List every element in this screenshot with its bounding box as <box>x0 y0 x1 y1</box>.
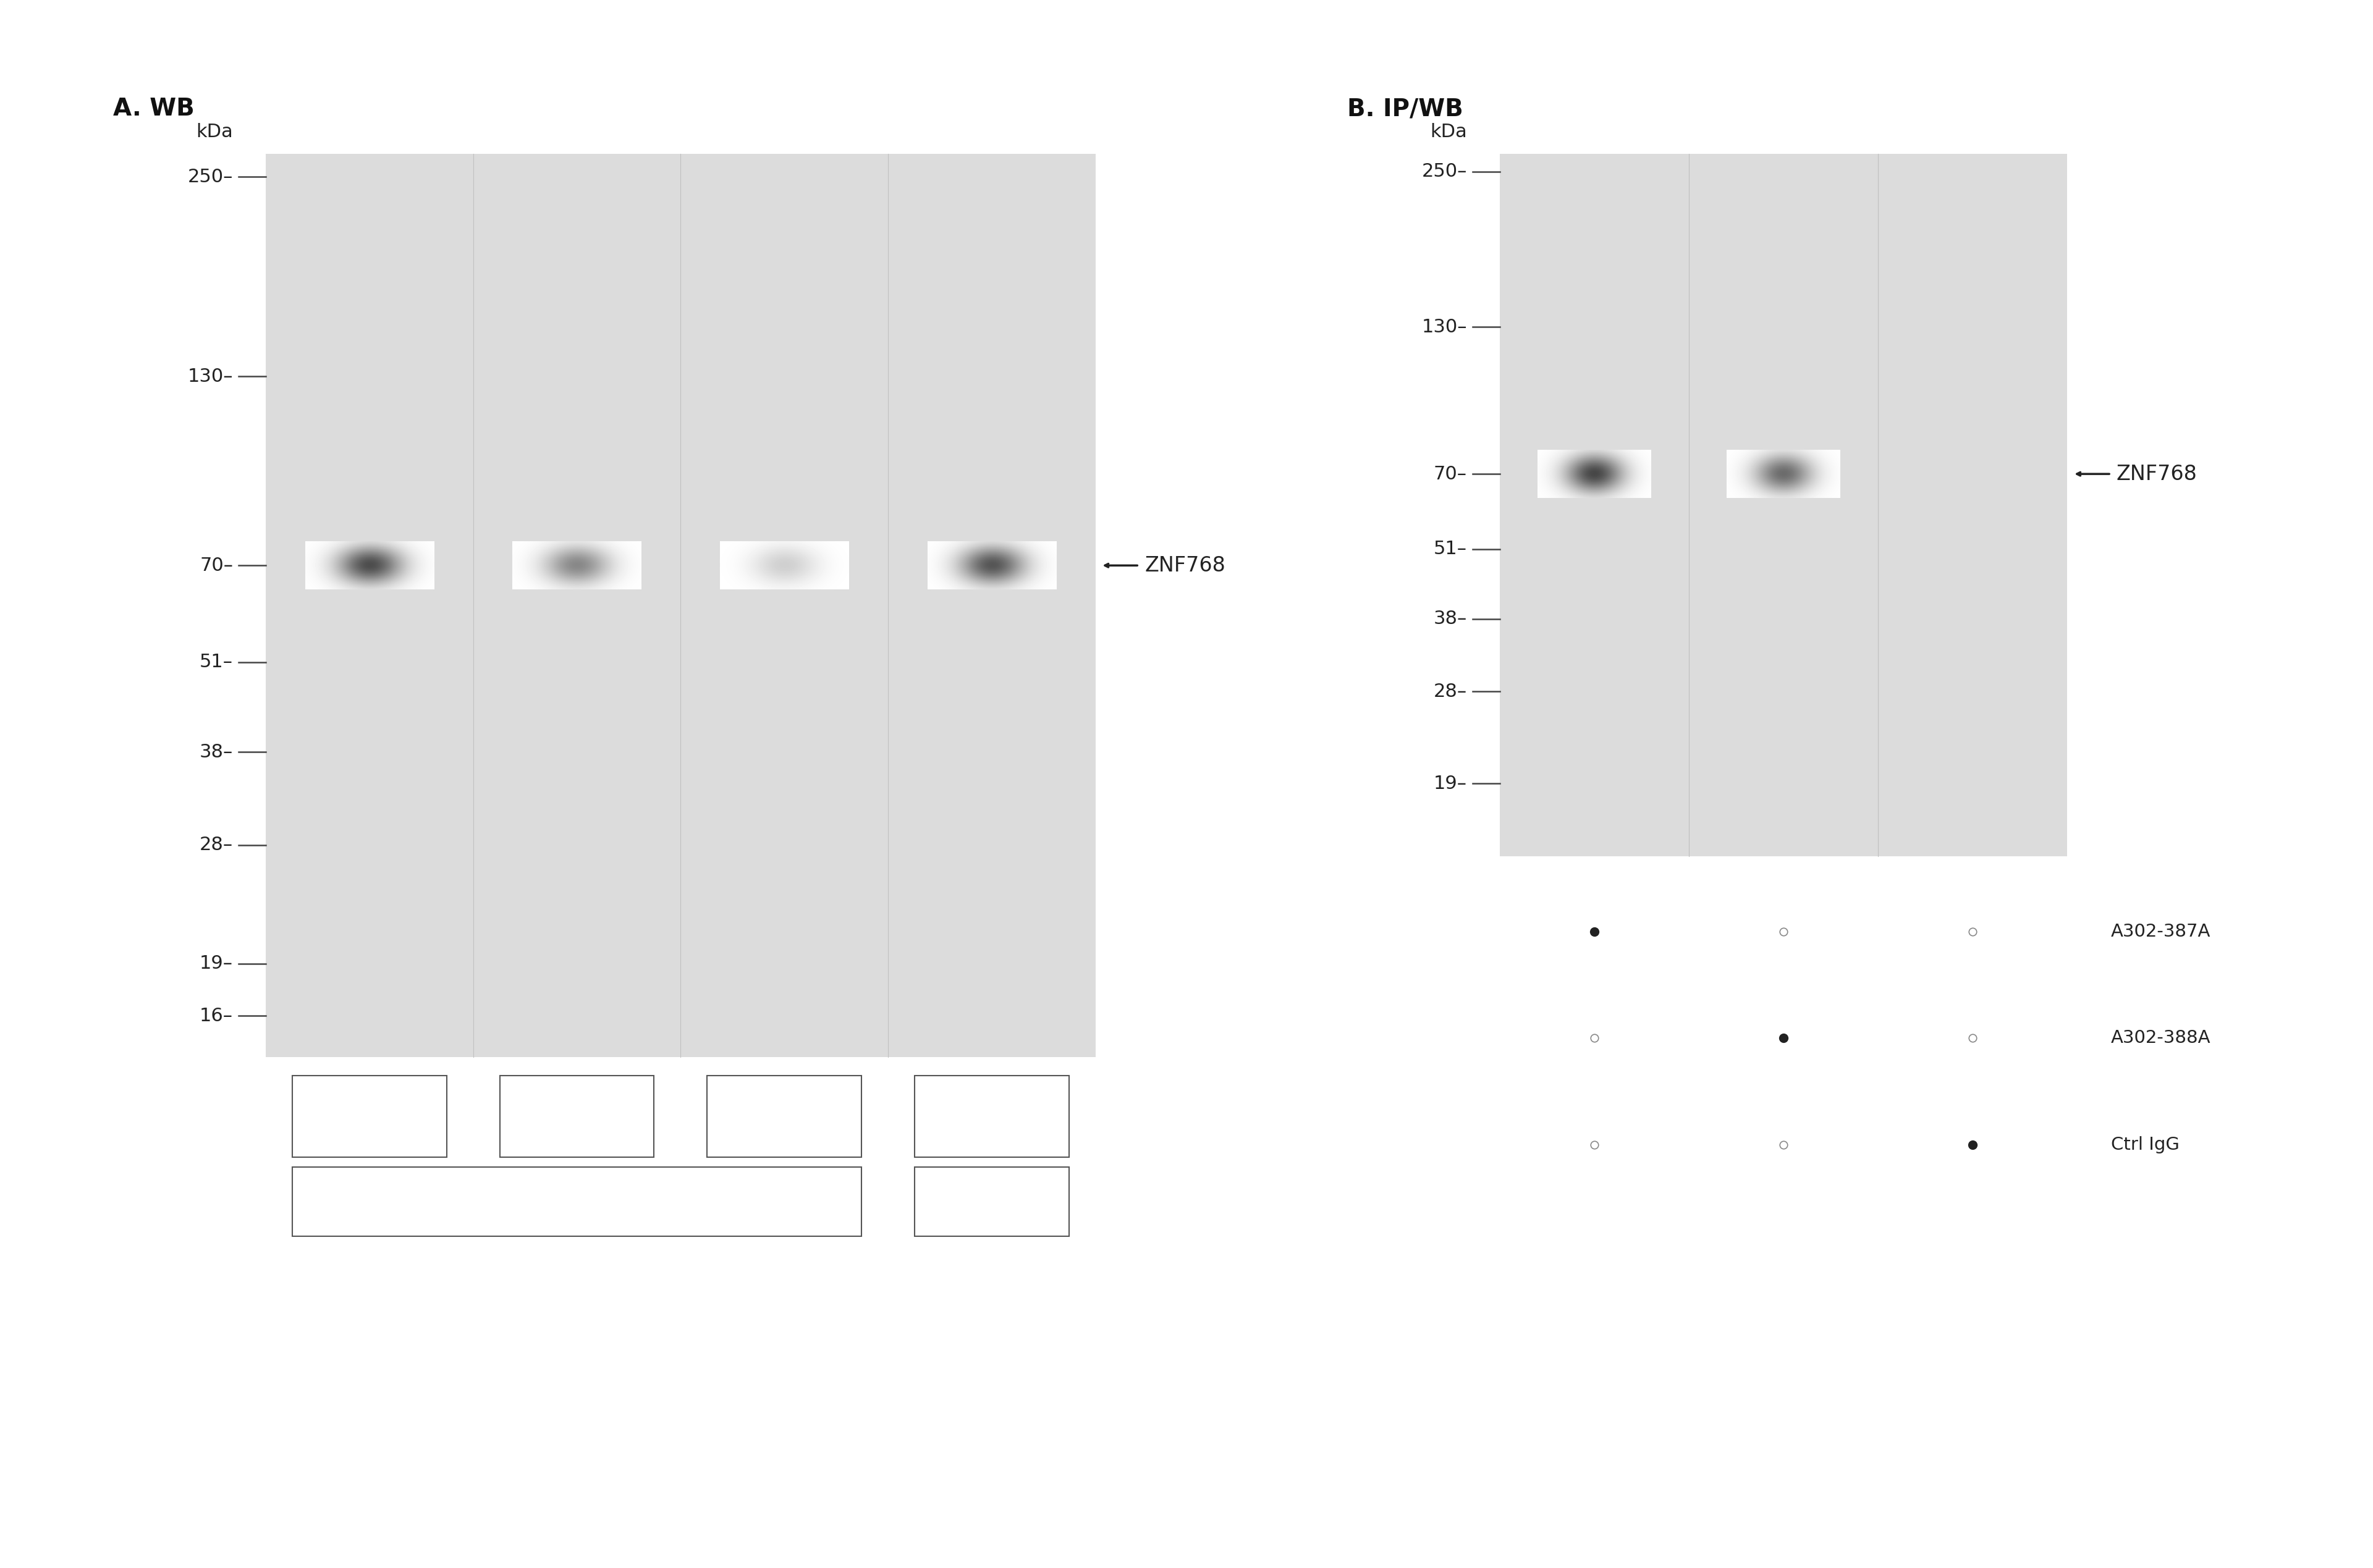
Bar <box>292 1167 861 1236</box>
Text: 50: 50 <box>980 1107 1004 1126</box>
Text: 38–: 38– <box>199 743 233 760</box>
Bar <box>1500 154 2067 856</box>
Text: 5: 5 <box>778 1107 790 1126</box>
Text: A302-388A: A302-388A <box>2112 1029 2212 1047</box>
Text: ZNF768: ZNF768 <box>1144 555 1224 575</box>
Text: Ctrl IgG: Ctrl IgG <box>2112 1135 2178 1154</box>
Text: 38–: 38– <box>1433 610 1467 627</box>
Text: kDa: kDa <box>1431 124 1467 141</box>
Text: 250–: 250– <box>1421 163 1467 180</box>
Text: kDa: kDa <box>197 124 233 141</box>
Text: HeLa: HeLa <box>555 1193 598 1210</box>
Bar <box>914 1076 1068 1157</box>
Text: A302-387A: A302-387A <box>2112 922 2212 941</box>
Text: 19–: 19– <box>199 955 233 972</box>
Text: 130–: 130– <box>1421 318 1467 336</box>
Text: T: T <box>987 1193 997 1210</box>
Text: 70–: 70– <box>1433 466 1467 483</box>
Text: 19–: 19– <box>1433 775 1467 792</box>
Text: 51–: 51– <box>1433 541 1467 558</box>
Text: 51–: 51– <box>199 654 233 671</box>
Text: 130–: 130– <box>187 367 233 386</box>
Bar <box>292 1076 446 1157</box>
Bar <box>266 154 1096 1057</box>
Bar <box>914 1167 1068 1236</box>
Text: ZNF768: ZNF768 <box>2117 464 2197 485</box>
Bar <box>501 1076 655 1157</box>
Bar <box>707 1076 861 1157</box>
Text: 250–: 250– <box>187 168 233 187</box>
Text: 28–: 28– <box>1433 682 1467 701</box>
Text: 16–: 16– <box>199 1007 233 1025</box>
Text: B. IP/WB: B. IP/WB <box>1348 97 1462 121</box>
Text: A. WB: A. WB <box>114 97 195 121</box>
Text: 70–: 70– <box>199 557 233 574</box>
Text: 50: 50 <box>358 1107 380 1126</box>
Text: 28–: 28– <box>199 836 233 855</box>
Text: 15: 15 <box>567 1107 589 1126</box>
